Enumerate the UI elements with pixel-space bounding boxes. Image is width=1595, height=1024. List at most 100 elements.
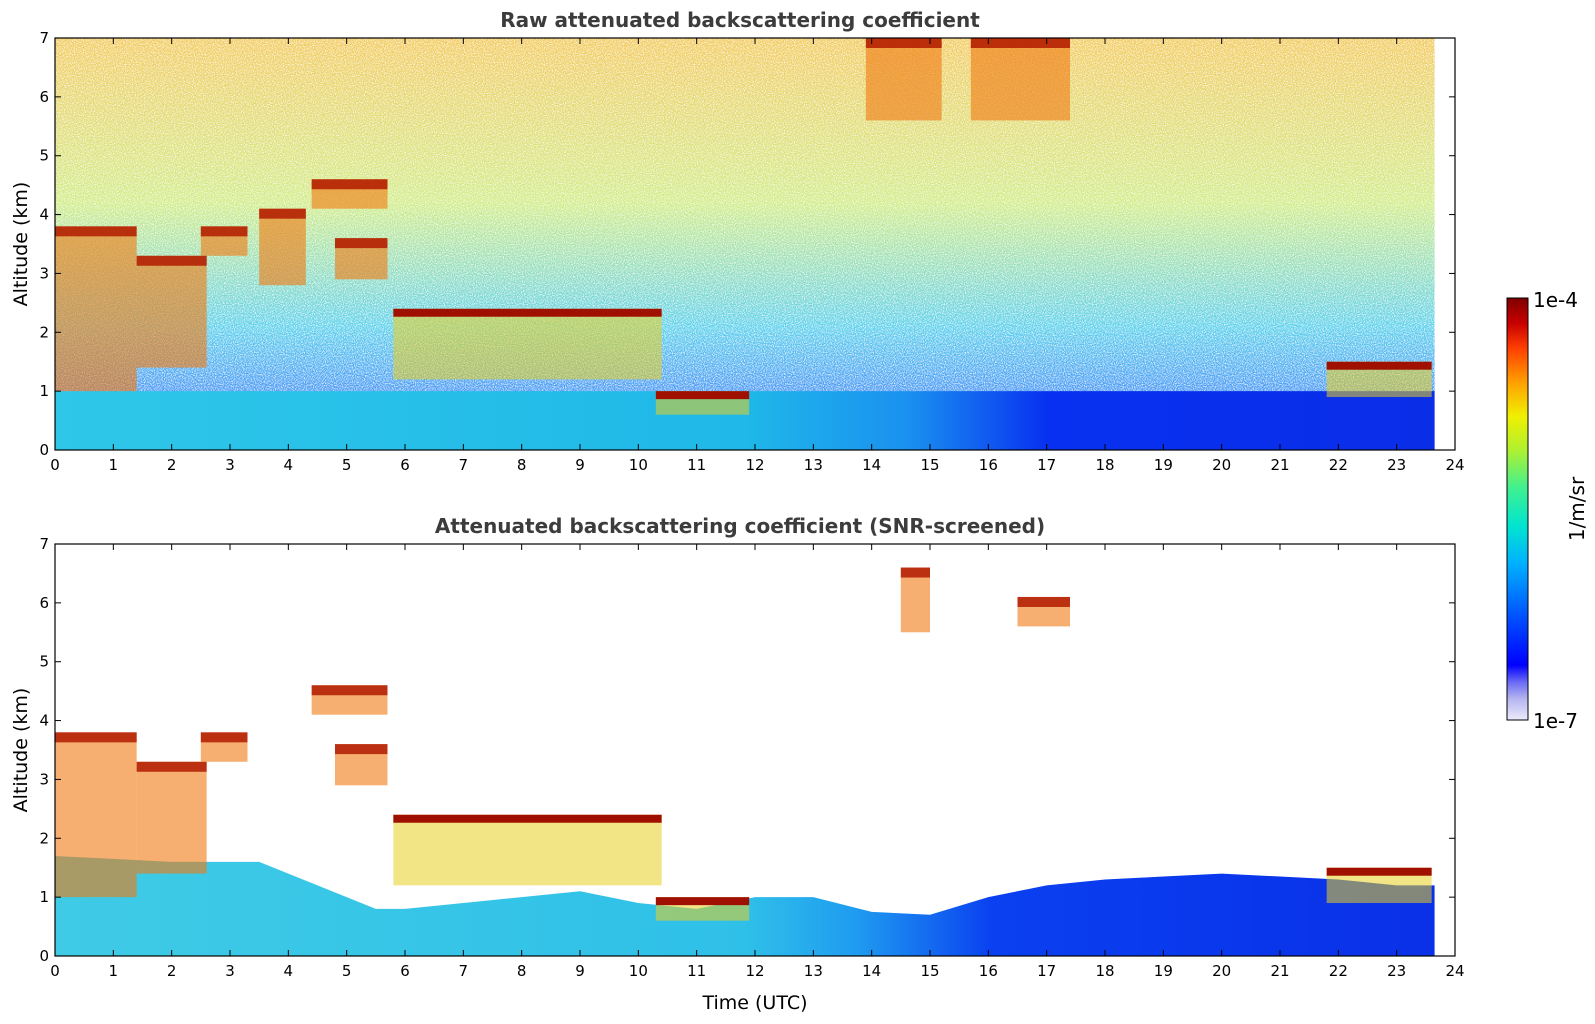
y-tick-label: 5 bbox=[39, 653, 49, 671]
cloud-feature bbox=[393, 814, 662, 886]
cloud-layer-top bbox=[393, 308, 662, 317]
cloud-feature bbox=[655, 897, 750, 921]
y-tick-label: 4 bbox=[39, 206, 49, 224]
cloud-layer-body bbox=[393, 814, 662, 886]
cloud-feature bbox=[970, 38, 1070, 121]
x-tick-label: 12 bbox=[745, 456, 764, 474]
x-tick-label: 24 bbox=[1445, 456, 1464, 474]
cloud-body bbox=[136, 255, 207, 368]
cloud-top bbox=[335, 238, 388, 249]
y-tick-label: 2 bbox=[39, 323, 49, 341]
x-tick-label: 22 bbox=[1329, 962, 1348, 980]
x-tick-label: 6 bbox=[400, 962, 410, 980]
x-tick-label: 19 bbox=[1154, 962, 1173, 980]
cloud-top bbox=[136, 255, 207, 266]
x-tick-label: 10 bbox=[629, 456, 648, 474]
x-tick-label: 24 bbox=[1445, 962, 1464, 980]
colorbar-max-label: 1e-4 bbox=[1533, 288, 1578, 312]
x-tick-label: 19 bbox=[1154, 456, 1173, 474]
cloud-body bbox=[259, 208, 306, 286]
cloud-feature bbox=[136, 761, 207, 874]
x-tick-label: 2 bbox=[167, 456, 177, 474]
x-tick-label: 12 bbox=[745, 962, 764, 980]
cloud-layer-top bbox=[655, 897, 750, 906]
cloud-feature bbox=[900, 567, 930, 633]
x-tick-label: 5 bbox=[342, 456, 352, 474]
x-tick-label: 16 bbox=[979, 962, 998, 980]
cloud-body bbox=[136, 761, 207, 874]
x-tick-label: 3 bbox=[225, 962, 235, 980]
colorbar-gradient bbox=[1506, 297, 1529, 721]
y-axis-label-raw: Altitude (km) bbox=[10, 182, 32, 307]
x-tick-label: 3 bbox=[225, 456, 235, 474]
cloud-top bbox=[311, 179, 388, 190]
cloud-layer-top bbox=[1326, 361, 1432, 370]
x-tick-label: 13 bbox=[804, 962, 823, 980]
cloud-top bbox=[865, 38, 942, 48]
colorbar: 1e-4 1e-7 1/m/sr bbox=[1506, 288, 1589, 733]
y-tick-label: 1 bbox=[39, 382, 49, 400]
cloud-body bbox=[55, 732, 137, 898]
y-tick-label: 0 bbox=[39, 441, 49, 459]
y-axis-label-screened: Altitude (km) bbox=[10, 688, 32, 813]
x-tick-label: 17 bbox=[1037, 962, 1056, 980]
cloud-feature bbox=[1326, 867, 1432, 904]
x-tick-label: 23 bbox=[1387, 962, 1406, 980]
cloud-feature bbox=[335, 238, 388, 280]
cloud-feature bbox=[335, 744, 388, 786]
cloud-feature bbox=[311, 685, 388, 715]
cloud-layer-top bbox=[1326, 867, 1432, 876]
axis-ticks-screened: 0 1 2 3 4 5 6 7 8 9 10 11 12 13 14 15 16 17 18 19 20 21 22 23 24… bbox=[39, 535, 1464, 980]
cloud-body bbox=[970, 38, 1070, 121]
cloud-body bbox=[55, 226, 137, 392]
y-tick-label: 7 bbox=[39, 535, 49, 553]
x-tick-label: 11 bbox=[687, 456, 706, 474]
y-tick-label: 2 bbox=[39, 829, 49, 847]
cloud-top bbox=[55, 226, 137, 237]
plot-area-screened bbox=[55, 567, 1435, 956]
x-tick-label: 21 bbox=[1270, 962, 1289, 980]
x-tick-label: 6 bbox=[400, 456, 410, 474]
cloud-feature bbox=[655, 391, 750, 415]
cloud-top bbox=[200, 226, 248, 237]
x-tick-label: 0 bbox=[50, 962, 60, 980]
cloud-layer-top bbox=[393, 814, 662, 823]
plot-area-raw bbox=[55, 38, 1435, 450]
x-tick-label: 1 bbox=[109, 456, 119, 474]
cloud-top bbox=[136, 761, 207, 772]
x-tick-label: 8 bbox=[517, 962, 527, 980]
x-tick-label: 20 bbox=[1212, 962, 1231, 980]
x-tick-label: 15 bbox=[920, 962, 939, 980]
x-tick-label: 2 bbox=[167, 962, 177, 980]
x-tick-label: 17 bbox=[1037, 456, 1056, 474]
cloud-top bbox=[259, 208, 306, 219]
x-tick-label: 18 bbox=[1095, 456, 1114, 474]
x-tick-label: 22 bbox=[1329, 456, 1348, 474]
cloud-feature bbox=[1326, 361, 1432, 398]
panel-raw: Raw attenuated backscattering coefficien… bbox=[10, 8, 1465, 474]
x-tick-label: 8 bbox=[517, 456, 527, 474]
cloud-feature bbox=[200, 226, 248, 256]
y-tick-label: 7 bbox=[39, 29, 49, 47]
colorbar-min-label: 1e-7 bbox=[1533, 709, 1578, 733]
x-tick-label: 15 bbox=[920, 456, 939, 474]
cloud-feature bbox=[259, 208, 306, 286]
x-tick-label: 4 bbox=[284, 456, 294, 474]
y-tick-label: 1 bbox=[39, 888, 49, 906]
x-tick-label: 1 bbox=[109, 962, 119, 980]
colorbar-unit-label: 1/m/sr bbox=[1565, 476, 1589, 541]
panel-screened: Attenuated backscattering coefficient (S… bbox=[10, 514, 1465, 1014]
x-tick-label: 9 bbox=[575, 962, 585, 980]
x-tick-label: 14 bbox=[862, 962, 881, 980]
cloud-feature bbox=[200, 732, 248, 762]
x-tick-label: 23 bbox=[1387, 456, 1406, 474]
cloud-top bbox=[311, 685, 388, 696]
cloud-top bbox=[55, 732, 137, 743]
cloud-feature bbox=[311, 179, 388, 209]
x-tick-label: 11 bbox=[687, 962, 706, 980]
y-tick-label: 3 bbox=[39, 264, 49, 282]
y-tick-label: 0 bbox=[39, 947, 49, 965]
x-tick-label: 7 bbox=[459, 962, 469, 980]
cloud-feature bbox=[865, 38, 942, 121]
